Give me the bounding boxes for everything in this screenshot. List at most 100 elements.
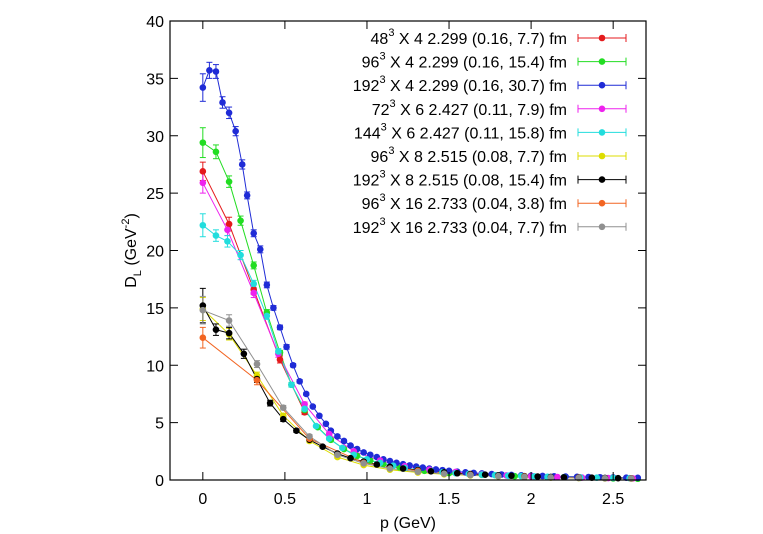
data-point (224, 226, 231, 234)
data-point (225, 329, 233, 337)
data-point (296, 378, 303, 385)
data-point (256, 246, 264, 253)
data-point (521, 473, 528, 481)
y-axis-label-subscript: L (132, 270, 144, 276)
y-axis-label-superscript: -2 (120, 219, 132, 229)
data-point (347, 454, 354, 462)
legend-label-n: 96 (371, 149, 389, 166)
legend-marker (598, 129, 606, 136)
legend-label-exponent: 3 (379, 74, 385, 86)
data-point (232, 127, 239, 135)
legend-label-n: 144 (354, 125, 381, 142)
data-point (279, 415, 287, 423)
legend-label: 963 X 4 2.299 (0.16, 15.4) fm (362, 51, 567, 72)
data-point (312, 422, 320, 430)
data-point (316, 412, 323, 420)
legend-label: 1923 X 4 2.299 (0.16, 30.7) fm (353, 74, 567, 95)
data-point (224, 238, 231, 245)
data-point (276, 356, 284, 363)
y-tick-label: 15 (146, 301, 164, 318)
data-point (340, 437, 348, 445)
legend-label-exponent: 3 (381, 121, 387, 133)
data-point (494, 472, 502, 480)
legend-label-text: X 16 2.733 (0.04, 7.7) fm (386, 220, 567, 237)
legend-entry: 1923 X 8 2.515 (0.08, 15.4) fm (353, 169, 627, 190)
data-point (414, 468, 422, 476)
legend-marker (598, 223, 606, 231)
legend-label-exponent: 3 (379, 192, 385, 204)
data-point (199, 84, 207, 91)
data-point (199, 221, 207, 229)
data-point (306, 433, 313, 440)
legend-label-text: X 6 2.427 (0.11, 7.9) fm (396, 102, 567, 119)
legend-label-n: 96 (362, 55, 380, 72)
data-point (219, 99, 226, 106)
data-point (275, 348, 282, 355)
x-tick-label: 0 (198, 491, 207, 508)
legend-marker (598, 81, 606, 89)
x-axis-label: p (GeV) (380, 515, 436, 532)
data-point (238, 161, 246, 168)
data-point (539, 472, 546, 480)
data-point (237, 251, 244, 259)
data-point (199, 306, 207, 314)
y-tick-label: 10 (146, 358, 164, 375)
data-point (199, 168, 207, 175)
legend-marker (598, 105, 606, 113)
data-point (250, 229, 258, 237)
data-point (419, 464, 427, 471)
legend-label-n: 192 (353, 173, 380, 190)
data-point (225, 220, 233, 228)
data-point (225, 317, 233, 324)
data-point (309, 403, 317, 410)
legend-marker (598, 34, 606, 42)
x-tick-label: 1 (363, 491, 372, 508)
data-point (206, 67, 213, 74)
legend-entry: 1923 X 4 2.299 (0.16, 30.7) fm (353, 74, 627, 95)
legend-marker (598, 58, 606, 65)
data-point (243, 192, 251, 199)
legend-entry: 723 X 6 2.427 (0.11, 7.9) fm (372, 98, 627, 119)
y-tick-label: 0 (155, 473, 164, 490)
legend-entry: 963 X 8 2.515 (0.08, 7.7) fm (371, 145, 627, 166)
data-point (253, 376, 261, 384)
fit-curve (202, 308, 632, 480)
legend-entry: 483 X 4 2.299 (0.16, 7.7) fm (371, 27, 627, 48)
data-point (250, 262, 258, 269)
data-point (302, 390, 310, 398)
data-point (627, 475, 635, 482)
y-tick-label: 20 (146, 244, 164, 261)
data-point (386, 457, 394, 465)
legend-label-exponent: 3 (379, 51, 385, 63)
data-point (301, 405, 308, 413)
legend-label-text: X 6 2.427 (0.11, 15.8) fm (387, 125, 567, 142)
data-point (250, 289, 258, 297)
y-tick-label: 30 (146, 129, 164, 146)
data-point (237, 217, 244, 224)
data-point (225, 109, 233, 117)
data-point (199, 179, 207, 187)
legend: 483 X 4 2.299 (0.16, 7.7) fm 963 X 4 2.29… (353, 27, 627, 237)
legend-entry: 963 X 16 2.733 (0.04, 3.8) fm (362, 192, 627, 213)
x-tick-label: 2 (527, 491, 536, 508)
data-point (360, 460, 367, 467)
fit-curve (202, 337, 632, 479)
data-point (250, 280, 258, 288)
data-point (554, 473, 561, 481)
data-point (212, 326, 220, 333)
legend-label-n: 48 (371, 31, 389, 48)
legend-label-n: 96 (362, 196, 380, 213)
y-tick-label: 25 (146, 186, 164, 203)
data-point (593, 474, 601, 482)
data-point (319, 443, 326, 451)
y-tick-label: 40 (146, 14, 164, 31)
data-point (325, 435, 333, 442)
axis-ticks (170, 20, 646, 481)
data-point (406, 462, 413, 469)
data-point (212, 232, 220, 239)
legend-label: 1923 X 16 2.733 (0.04, 7.7) fm (353, 216, 567, 237)
data-point (534, 473, 541, 480)
legend-label-text: X 8 2.515 (0.08, 15.4) fm (386, 173, 567, 190)
data-points (199, 67, 642, 483)
